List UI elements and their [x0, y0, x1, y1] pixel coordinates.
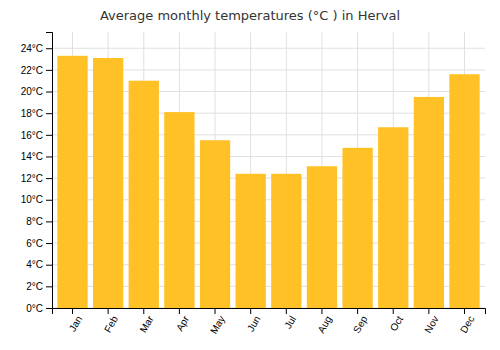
tick-label: 8°C	[26, 216, 43, 227]
tick: 4°C	[26, 259, 52, 270]
tick-mark	[250, 308, 251, 314]
tick-mark	[357, 308, 358, 314]
tick: 2°C	[26, 281, 52, 292]
tick-mark	[108, 308, 109, 314]
tick: 20°C	[21, 86, 52, 97]
tick-mark	[428, 308, 429, 314]
tick-mark	[46, 286, 52, 287]
bar	[449, 74, 479, 308]
tick-label: 20°C	[21, 86, 43, 97]
tick: 10°C	[21, 194, 52, 205]
tick: Jan	[67, 308, 85, 333]
tick-label: 6°C	[26, 238, 43, 249]
tick-mark	[46, 178, 52, 179]
tick-mark	[46, 156, 52, 157]
tick-label: 18°C	[21, 108, 43, 119]
y-axis: 0°C 2°C 4°C 6°C 8°C 10°C 12°C 14°C 16°C 18°C 20°C 2…	[21, 33, 53, 314]
tick: 0°C	[26, 303, 52, 314]
bar	[271, 174, 301, 308]
x-axis: Jan Feb Mar Apr May Jun Jul Aug Sep Oct Nov Dec	[53, 308, 486, 336]
tick-label: Mar	[137, 313, 155, 334]
tick: 16°C	[21, 130, 52, 141]
tick: Feb	[102, 308, 120, 334]
tick-mark	[179, 308, 180, 314]
tick-mark	[215, 308, 216, 314]
tick-mark	[72, 308, 73, 314]
tick: Dec	[458, 308, 476, 335]
axis-line	[46, 33, 53, 309]
tick-label: Nov	[422, 314, 440, 335]
tick-mark	[46, 265, 52, 266]
tick-label: 16°C	[21, 130, 43, 141]
bar	[414, 97, 444, 308]
bar	[93, 58, 123, 308]
tick-label: Aug	[315, 314, 333, 335]
tick: Apr	[174, 308, 192, 333]
tick-label: 4°C	[26, 259, 43, 270]
tick-label: 12°C	[21, 173, 43, 184]
tick-mark	[46, 221, 52, 222]
tick-mark	[286, 308, 287, 314]
tick-label: Apr	[174, 313, 192, 333]
grid-line	[52, 48, 485, 49]
tick-mark	[143, 308, 144, 314]
bar	[236, 174, 266, 308]
tick-label: 22°C	[21, 65, 43, 76]
bar	[378, 127, 408, 308]
tick-mark	[46, 113, 52, 114]
bar	[342, 148, 372, 308]
tick-label: Jun	[245, 314, 263, 333]
tick-label: Dec	[458, 314, 476, 335]
tick-mark	[46, 308, 52, 309]
tick: 14°C	[21, 151, 52, 162]
tick: Oct	[388, 308, 405, 333]
tick-mark	[393, 308, 394, 314]
bar	[129, 81, 159, 308]
tick-mark	[321, 308, 322, 314]
tick: 22°C	[21, 65, 52, 76]
bars	[57, 56, 479, 308]
tick-mark	[46, 243, 52, 244]
tick-label: May	[208, 314, 227, 336]
tick: Aug	[315, 308, 333, 335]
tick: Jun	[245, 308, 263, 333]
bar	[307, 166, 337, 308]
tick-label: 2°C	[26, 281, 43, 292]
tick-mark	[46, 135, 52, 136]
tick: Sep	[351, 308, 370, 335]
tick: 24°C	[21, 43, 52, 54]
title: Average monthly temperatures (°C ) in He…	[100, 8, 400, 23]
chart: Average monthly temperatures (°C ) in He…	[0, 0, 500, 350]
tick-mark	[46, 70, 52, 71]
tick: 12°C	[21, 173, 52, 184]
tick: Jul	[282, 308, 298, 331]
tick-label: 14°C	[21, 151, 43, 162]
tick-label: 0°C	[26, 303, 43, 314]
tick: May	[208, 308, 227, 336]
tick: Mar	[137, 308, 155, 334]
plot: Jan Feb Mar Apr May Jun Jul Aug Sep Oct Nov Dec 0°C 2…	[21, 32, 486, 336]
tick-label: Sep	[351, 314, 370, 335]
tick-mark	[46, 48, 52, 49]
bar	[200, 140, 230, 308]
tick: 6°C	[26, 238, 52, 249]
tick: 18°C	[21, 108, 52, 119]
axis-line	[53, 309, 486, 315]
tick-mark	[464, 308, 465, 314]
tick-label: 10°C	[21, 194, 43, 205]
tick-mark	[46, 92, 52, 93]
tick: 8°C	[26, 216, 52, 227]
tick-label: Oct	[388, 314, 405, 333]
bar	[164, 112, 194, 308]
tick: Nov	[422, 308, 440, 335]
tick-mark	[46, 200, 52, 201]
tick-label: Jan	[67, 314, 85, 333]
tick-label: Jul	[282, 314, 298, 331]
bar	[57, 56, 87, 308]
tick-label: Feb	[102, 314, 120, 335]
tick-label: 24°C	[21, 43, 43, 54]
grid	[52, 32, 485, 308]
